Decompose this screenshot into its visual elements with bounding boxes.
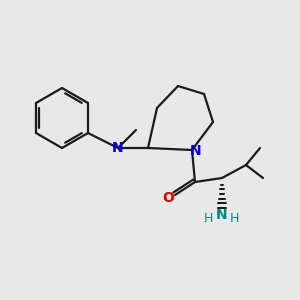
Text: N: N <box>112 141 124 155</box>
Text: N: N <box>190 144 202 158</box>
Text: H: H <box>229 212 239 224</box>
Text: N: N <box>216 208 228 222</box>
Text: O: O <box>162 191 174 205</box>
Text: H: H <box>203 212 213 224</box>
